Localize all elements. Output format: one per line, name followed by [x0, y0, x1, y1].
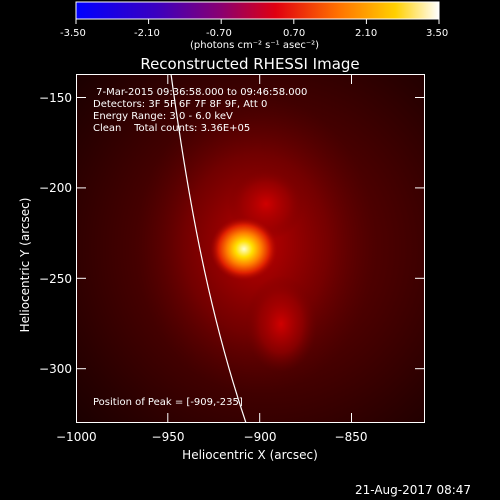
plot-frame — [76, 74, 425, 423]
x-tick-label-900: −900 — [243, 430, 277, 444]
y-tick-label-300: −300 — [39, 362, 72, 376]
x-tick-label-950: −950 — [151, 430, 185, 444]
y-tick-label-200: −200 — [39, 181, 72, 195]
annotation-detectors: Detectors: 3F 5F 6F 7F 8F 9F, Att 0 — [93, 99, 268, 110]
emission-peak — [210, 217, 278, 281]
x-tick-label-850: −850 — [334, 430, 368, 444]
y-ticks — [76, 97, 425, 370]
footer-timestamp: 21-Aug-2017 08:47 — [355, 483, 472, 497]
x-tick-label-1000: −1000 — [56, 430, 97, 444]
peak-position-text: Position of Peak = [-909,-235] — [93, 397, 243, 408]
y-tick-label-150: −150 — [39, 91, 72, 105]
x-ticks — [76, 74, 352, 423]
rhessi-image-plot — [76, 74, 425, 423]
colorbar-tick-1: -2.10 — [134, 28, 160, 39]
colorbar-tick-5: 3.50 — [426, 28, 449, 39]
colorbar-tick-0: -3.50 — [60, 28, 86, 39]
colorbar-tick-3: 0.70 — [283, 28, 306, 39]
annotation-clean-counts: Clean Total counts: 3.36E+05 — [93, 123, 251, 134]
annotation-energy-range: Energy Range: 3.0 - 6.0 keV — [93, 111, 233, 122]
colorbar-tick-2: -0.70 — [206, 28, 232, 39]
colorbar-gradient — [75, 1, 440, 20]
y-tick-label-250: −250 — [39, 272, 72, 286]
emission-blob-south — [245, 276, 317, 372]
plot-title: Reconstructed RHESSI Image — [140, 55, 360, 73]
y-axis-title: Heliocentric Y (arcsec) — [18, 197, 32, 333]
colorbar-tick-4: 2.10 — [355, 28, 378, 39]
colorbar-unit-label: (photons cm⁻² s⁻¹ asec⁻²) — [190, 40, 320, 51]
colorbar — [75, 1, 440, 24]
solar-limb-line — [170, 74, 247, 423]
annotation-time-range: 7-Mar-2015 09:36:58.000 to 09:46:58.000 — [93, 87, 308, 98]
x-axis-title: Heliocentric X (arcsec) — [182, 448, 318, 462]
